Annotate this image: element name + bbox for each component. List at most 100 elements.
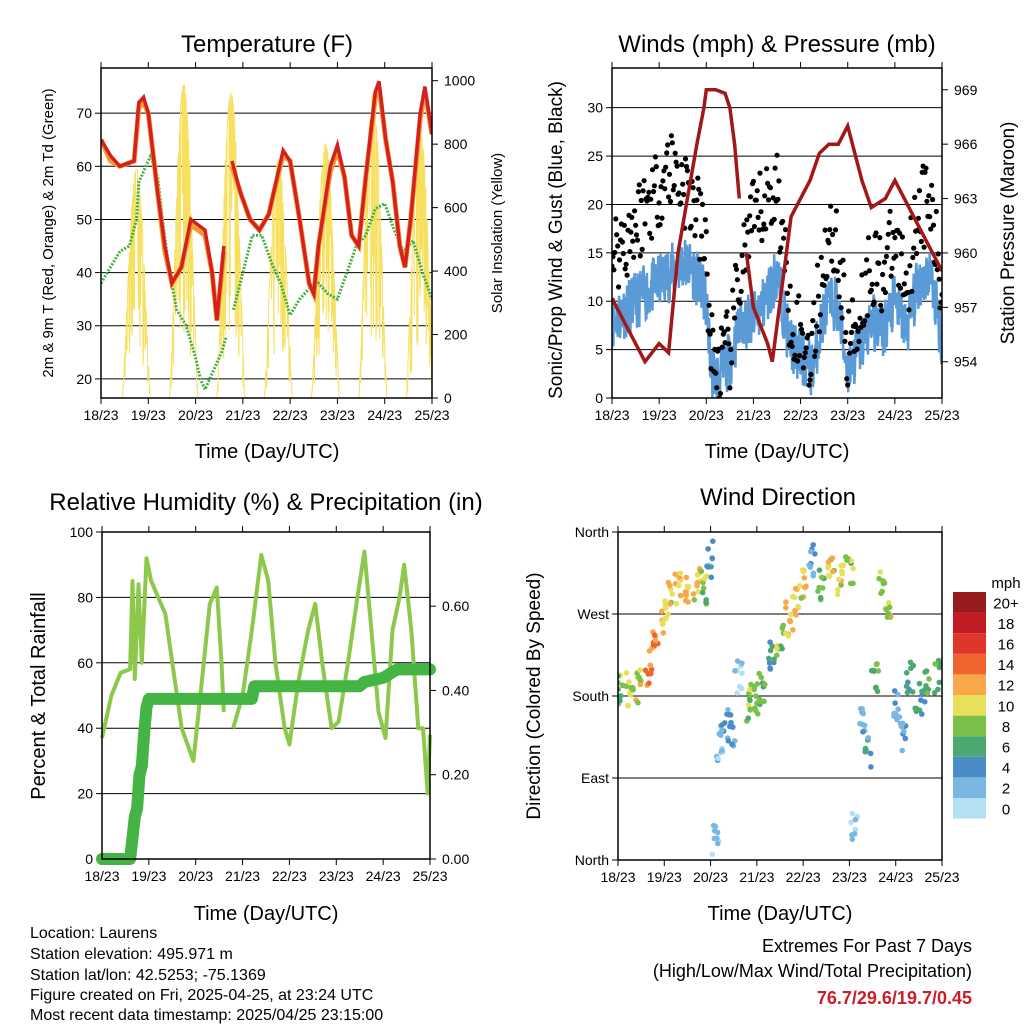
direction-point [897,720,904,727]
gust-point [673,159,679,165]
gust-point [739,252,745,258]
gust-point [728,346,734,353]
direction-point [660,630,667,636]
temperature-y2tick-label: 0 [444,390,452,406]
direction-xtick-label: 18/23 [600,869,635,885]
gust-point [731,305,737,311]
direction-point [835,587,841,593]
gust-point [662,186,668,192]
gust-point [809,330,815,336]
gust-point [828,203,834,209]
gust-point [886,220,892,226]
gust-point [650,188,657,195]
direction-point [936,679,942,686]
gust-point [765,197,772,203]
direction-point [625,702,631,709]
direction-point [816,567,823,573]
temperature-xtick-label: 24/23 [367,407,402,423]
wind-speed-line [612,239,942,398]
gust-point [888,273,894,279]
solar-insolation-line [263,158,293,398]
direction-point [708,574,715,581]
direction-point [867,750,874,757]
gust-point [725,326,731,332]
winds-ytick-label: 5 [595,342,603,358]
direction-point [623,670,630,676]
gust-point [635,189,642,195]
gust-point [620,250,626,257]
gust-point [814,262,821,268]
gust-point [761,221,767,227]
gust-point [824,273,830,280]
gust-point [732,315,738,321]
gust-point [709,312,715,318]
gust-point [926,193,932,199]
gust-point [622,266,628,272]
gust-point [933,208,939,215]
gust-point [717,390,724,397]
gust-point [629,214,635,220]
gust-point [866,268,873,274]
gust-point [877,235,883,241]
direction-point [647,662,654,668]
temperature-xlabel: Time (Day/UTC) [195,441,340,463]
gust-point [808,371,814,377]
direction-point [919,711,925,717]
direction-ytick-label: North [575,524,609,540]
direction-point [909,689,916,695]
direction-point [676,582,682,589]
gust-point [706,302,712,308]
legend-label: 12 [998,678,1015,695]
gust-point [616,257,623,263]
direction-point [682,592,689,599]
gust-point [835,277,841,283]
gust-point [937,305,942,311]
direction-xtick-label: 24/23 [878,869,913,885]
gust-point [713,370,719,376]
gust-point [826,240,832,246]
gust-point [863,270,869,276]
direction-point [739,670,745,676]
direction-xlabel: Time (Day/UTC) [708,903,853,925]
direction-point [683,574,690,581]
direction-point [815,588,821,594]
humidity-xtick-label: 20/23 [178,868,213,884]
direction-point [916,680,923,687]
temperature-xtick-label: 20/23 [178,407,213,423]
winds-ytick-label: 10 [587,293,603,309]
winds-xtick-label: 24/23 [877,407,912,423]
gust-point [724,309,730,315]
gust-point [692,233,698,239]
gust-point [633,222,639,228]
gust-point [663,164,669,170]
humidity-xtick-label: 24/23 [366,868,401,884]
gust-point [615,243,621,249]
gust-point [771,216,777,222]
direction-point [709,555,716,562]
direction-point [795,603,801,610]
gust-point [621,222,627,228]
gust-point [800,365,807,371]
direction-point [852,816,859,823]
gust-point [759,237,765,244]
temperature-ytick-label: 30 [76,318,92,334]
direction-point [753,707,759,714]
gust-point [666,171,673,177]
direction-point [699,589,706,596]
direction-point [935,686,941,693]
gust-point [763,226,769,232]
direction-point [637,681,644,688]
direction-point [677,570,684,577]
gust-point [913,250,920,257]
direction-xtick-label: 23/23 [832,869,867,885]
temperature-y2tick-label: 1000 [444,73,475,89]
gust-point [668,133,675,139]
winds-xtick-label: 19/23 [642,407,677,423]
gust-point [802,350,808,356]
direction-point [868,667,875,674]
gust-point [744,217,750,223]
gust-point [633,232,640,238]
temperature-axes: 20 30 40 50 60 70 0 200 400 600 800 1000 18/23 19/23 2… [76,62,475,423]
gust-point [738,288,744,294]
humidity-xtick-label: 22/23 [272,868,307,884]
